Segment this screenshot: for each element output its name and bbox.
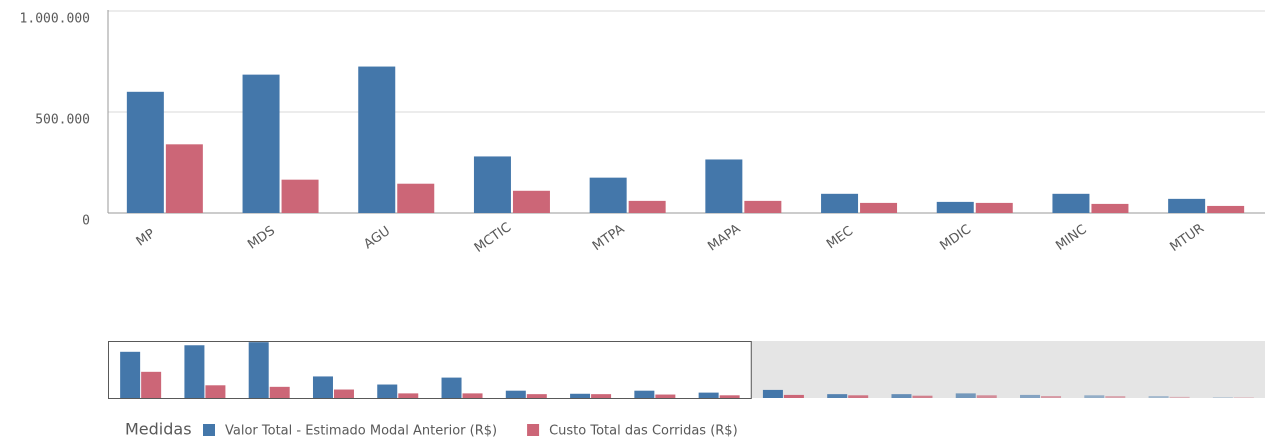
bar — [1052, 193, 1090, 213]
x-tick-label: AGU — [361, 224, 393, 252]
bar — [975, 202, 1013, 213]
bar — [891, 394, 912, 398]
bar — [141, 371, 162, 398]
bar — [589, 177, 627, 213]
bar — [1091, 203, 1129, 213]
bar — [912, 395, 933, 398]
bar — [783, 394, 804, 398]
bar — [526, 394, 547, 398]
bar — [473, 156, 511, 213]
bar — [126, 91, 164, 213]
bar — [1207, 205, 1245, 213]
bar — [762, 389, 783, 398]
legend-swatch — [527, 424, 540, 436]
scroll-window[interactable] — [108, 341, 752, 399]
bar — [1084, 395, 1105, 398]
bar — [358, 66, 396, 213]
bar — [377, 384, 398, 398]
bar — [397, 183, 435, 213]
bar — [655, 394, 676, 398]
bar — [333, 389, 354, 398]
bar — [184, 345, 205, 398]
bar — [281, 179, 319, 213]
bar — [462, 393, 483, 398]
x-tick-label: MDIC — [937, 222, 974, 254]
bar — [1148, 396, 1169, 398]
bar — [505, 390, 526, 398]
legend-title: Medidas — [125, 420, 192, 439]
legend-label: Custo Total das Corridas (R$) — [549, 424, 738, 439]
bar — [1020, 394, 1041, 398]
bar — [860, 202, 898, 213]
x-tick-label: MTUR — [1167, 221, 1207, 255]
x-tick-label: MDS — [245, 223, 278, 252]
x-tick-label: MTPA — [590, 222, 627, 254]
x-tick-label: MP — [134, 226, 158, 249]
bar — [205, 385, 226, 398]
bar — [744, 200, 782, 213]
bar — [269, 386, 290, 398]
bar — [570, 393, 591, 398]
bar — [1041, 396, 1062, 398]
bar — [591, 394, 612, 398]
bar — [248, 342, 269, 398]
bar — [955, 393, 976, 398]
bar — [698, 392, 719, 398]
x-tick-label: MCTIC — [472, 220, 514, 256]
bar — [441, 377, 462, 398]
x-tick-label: MAPA — [705, 221, 743, 254]
bar — [1169, 396, 1190, 398]
bar — [1212, 397, 1233, 398]
scroll-track — [750, 341, 1265, 398]
legend-label: Valor Total - Estimado Modal Anterior (R… — [225, 424, 497, 439]
bar — [634, 390, 655, 398]
bar — [312, 376, 333, 398]
x-tick-label: MINC — [1053, 222, 1089, 254]
bar — [821, 193, 859, 213]
x-tick-label: MEC — [824, 224, 856, 253]
bar — [242, 74, 280, 213]
y-tick-label: 500.000 — [35, 113, 90, 128]
bar — [512, 190, 550, 213]
bar — [705, 159, 743, 213]
bar — [1168, 198, 1206, 213]
bar — [628, 200, 666, 213]
bar — [827, 394, 848, 398]
bar — [398, 393, 419, 398]
bar — [1105, 396, 1126, 398]
y-tick-label: 1.000.000 — [20, 12, 90, 27]
bar — [976, 395, 997, 398]
bar — [848, 395, 869, 398]
legend-swatch — [203, 424, 215, 436]
bar — [1233, 397, 1254, 398]
bar — [120, 351, 141, 398]
bar — [719, 395, 740, 398]
bar — [165, 144, 203, 213]
bar — [936, 201, 974, 213]
y-tick-label: 0 — [82, 214, 90, 229]
